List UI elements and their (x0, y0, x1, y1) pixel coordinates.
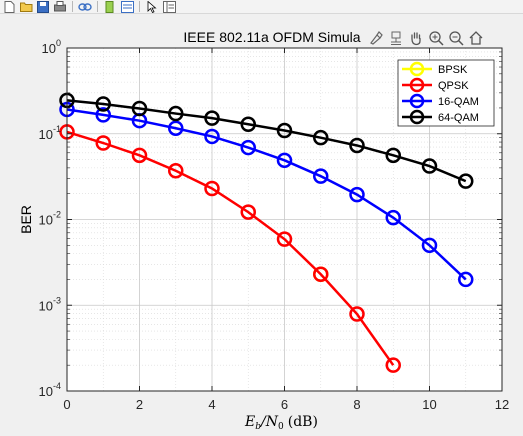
chart-title: IEEE 802.11a OFDM Simula (183, 29, 360, 45)
data-point-64-qam (421, 158, 438, 174)
data-point-64-qam (458, 173, 474, 189)
data-point-qpsk (385, 357, 401, 373)
data-point-16-qam (313, 168, 329, 184)
data-point-64-qam (95, 96, 111, 112)
legend-marker-16-qam (409, 93, 425, 109)
pan-icon[interactable] (406, 29, 425, 47)
data-point-qpsk (168, 163, 184, 179)
y-tick-label: 10-3 (39, 295, 61, 313)
series-qpsk (59, 124, 401, 373)
series-layer (59, 92, 474, 373)
save-figure-icon[interactable] (36, 0, 50, 13)
legend-label-16-qam: 16-QAM (438, 96, 479, 108)
x-tick-label: 6 (281, 397, 288, 412)
x-label-sub-0: 0 (278, 422, 284, 432)
insert-legend-icon[interactable] (120, 0, 134, 13)
x-tick-label: 4 (208, 397, 215, 412)
data-point-64-qam (349, 137, 365, 154)
data-point-64-qam (131, 100, 148, 117)
legend-marker-bpsk (409, 61, 425, 77)
legend-label-64-qam: 64-QAM (438, 112, 479, 124)
y-axis-label: BER (18, 205, 34, 234)
data-tips-icon[interactable] (386, 29, 405, 47)
insert-colorbar-icon[interactable] (103, 0, 117, 13)
data-point-64-qam (385, 147, 401, 164)
series-16-qam (59, 101, 474, 288)
open-file-icon[interactable] (19, 1, 33, 13)
data-point-16-qam (349, 186, 365, 203)
x-tick-label: 10 (422, 397, 436, 412)
x-label-n: /N (259, 414, 279, 430)
toolbar-separator (97, 1, 98, 12)
x-tick-label: 12 (495, 397, 509, 412)
toolbar-separator (139, 1, 140, 12)
x-tick-label: 8 (353, 397, 360, 412)
figure-toolbar (0, 0, 523, 14)
data-point-64-qam (276, 122, 293, 139)
legend-label-bpsk: BPSK (438, 64, 468, 76)
y-tick-label: 10-2 (39, 210, 61, 228)
data-point-16-qam (240, 139, 256, 156)
edit-plot-icon[interactable] (145, 0, 159, 13)
series-64-qam (59, 92, 474, 189)
legend-marker-64-qam (409, 109, 425, 125)
axes-toolbar (366, 29, 485, 47)
x-axis-label: Eb/N0 (dB) (244, 414, 318, 432)
legend-box (397, 59, 495, 127)
toolbar-separator (72, 1, 73, 12)
axis-ticks (66, 47, 503, 392)
legend[interactable]: BPSK QPSK 16-QAM 64-QAM (397, 59, 495, 127)
data-point-16-qam (95, 107, 111, 123)
data-point-64-qam (168, 105, 184, 122)
data-point-16-qam (204, 128, 220, 145)
x-tick-label: 2 (136, 397, 143, 412)
new-figure-icon[interactable] (2, 0, 16, 13)
x-label-sub-b: b (255, 422, 261, 432)
legend-label-qpsk: QPSK (438, 80, 469, 92)
data-point-qpsk (204, 180, 220, 197)
x-tick-label: 0 (63, 397, 70, 412)
zoom-out-icon[interactable] (446, 29, 465, 47)
print-figure-icon[interactable] (53, 0, 67, 13)
zoom-in-icon[interactable] (426, 29, 445, 47)
data-point-16-qam (276, 152, 293, 169)
data-point-qpsk (313, 266, 329, 282)
x-label-e: E (244, 414, 255, 430)
restore-view-icon[interactable] (466, 29, 485, 47)
data-point-16-qam (168, 120, 184, 136)
data-point-qpsk (131, 147, 148, 164)
x-label-unit: (dB) (288, 414, 318, 430)
data-point-qpsk (240, 204, 256, 220)
data-point-qpsk (349, 306, 365, 322)
y-tick-label: 100 (42, 38, 61, 56)
link-plot-icon[interactable] (78, 1, 92, 13)
data-point-64-qam (240, 116, 256, 133)
brush-icon[interactable] (366, 29, 385, 47)
axis-labels: 0 2 4 6 8 10 12 100 10-1 10-2 10-3 10-4 (39, 38, 510, 412)
data-point-16-qam (385, 209, 401, 226)
y-tick-label: 10-4 (39, 381, 61, 399)
series-line-qpsk (66, 130, 395, 366)
legend-marker-qpsk (409, 77, 425, 93)
data-point-qpsk (276, 231, 293, 247)
data-point-16-qam (458, 271, 474, 288)
data-point-16-qam (421, 237, 438, 254)
data-point-64-qam (313, 129, 329, 146)
data-point-qpsk (95, 135, 111, 151)
y-tick-label: 10-1 (39, 124, 61, 142)
property-inspector-icon[interactable] (162, 0, 176, 13)
data-point-64-qam (204, 110, 220, 126)
